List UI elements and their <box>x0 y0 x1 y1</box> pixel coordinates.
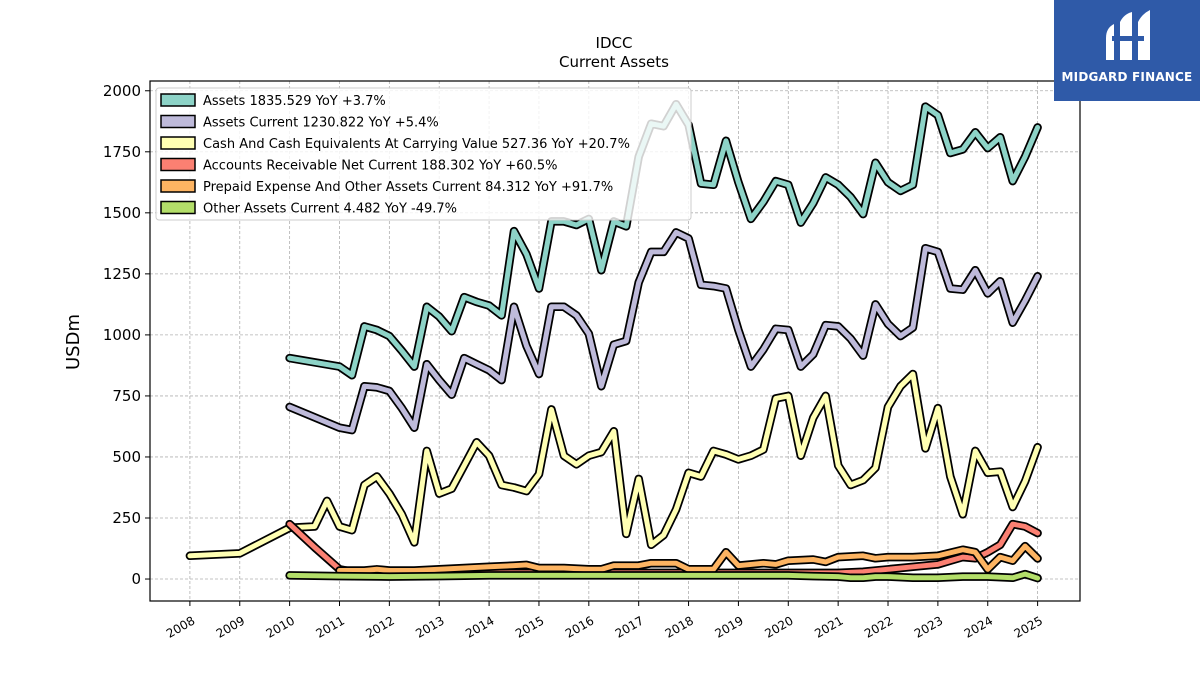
legend-label-1: Assets Current 1230.822 YoY +5.4% <box>203 116 439 131</box>
legend-swatch-4 <box>160 179 196 193</box>
legend-swatch-1 <box>160 114 196 129</box>
series-line-2 <box>187 371 1041 559</box>
x-tick-label: 2025 <box>1012 613 1045 640</box>
y-tick-label: 0 <box>131 570 141 588</box>
x-tick-label: 2016 <box>563 613 596 640</box>
y-tick-label: 1250 <box>103 265 141 283</box>
x-tick-label: 2008 <box>164 613 197 640</box>
x-tick-label: 2010 <box>264 613 297 640</box>
chart-title: IDCC <box>596 34 633 52</box>
y-tick-label: 250 <box>112 509 141 527</box>
series-line-4 <box>337 543 1041 573</box>
series-line-1 <box>287 229 1041 433</box>
series-line-5 <box>287 571 1041 581</box>
y-tick-label: 1750 <box>103 143 141 161</box>
y-tick-label: 500 <box>112 448 141 466</box>
legend-swatch-0 <box>160 93 196 107</box>
legend-swatch-5 <box>160 200 196 215</box>
legend-label-2: Cash And Cash Equivalents At Carrying Va… <box>203 137 630 152</box>
x-tick-label: 2012 <box>363 613 396 640</box>
y-tick-label: 2000 <box>103 82 141 100</box>
legend-label-3: Accounts Receivable Net Current 188.302 … <box>203 159 558 174</box>
chart-subtitle: Current Assets <box>559 53 669 71</box>
legend-box <box>155 87 692 221</box>
legend-label-0: Assets 1835.529 YoY +3.7% <box>203 94 386 109</box>
brand-mark-icon <box>1106 10 1150 60</box>
x-tick-label: 2022 <box>862 613 895 640</box>
y-tick-label: 1500 <box>103 204 141 222</box>
x-tick-label: 2018 <box>663 613 696 640</box>
x-tick-label: 2023 <box>912 613 945 640</box>
x-tick-label: 2020 <box>762 613 795 640</box>
legend-label-5: Other Assets Current 4.482 YoY -49.7% <box>203 202 457 217</box>
y-tick-label: 750 <box>112 387 141 405</box>
x-tick-label: 2013 <box>413 613 446 640</box>
x-tick-label: 2009 <box>214 613 247 640</box>
plot-frame <box>149 80 1081 602</box>
x-tick-label: 2024 <box>962 613 995 640</box>
y-tick-label: 1000 <box>103 326 141 344</box>
axes: 0 250 500 750 1000 1250 1500 1750 2000 2008 2009 20… <box>103 80 1081 641</box>
x-tick-label: 2015 <box>513 613 546 640</box>
x-tick-label: 2021 <box>812 613 845 640</box>
x-tick-label: 2011 <box>314 613 347 640</box>
x-tick-label: 2019 <box>712 613 745 640</box>
legend-swatch-2 <box>160 136 196 150</box>
x-tick-label: 2017 <box>613 613 646 640</box>
brand-name: MIDGARD FINANCE <box>1061 70 1193 84</box>
legend-label-4: Prepaid Expense And Other Assets Current… <box>203 180 613 195</box>
series-outline-2 <box>185 369 1042 561</box>
legend: Assets 1835.529 YoY +3.7% Assets Current … <box>155 87 692 221</box>
x-tick-label: 2014 <box>463 613 496 640</box>
legend-swatch-3 <box>160 157 196 172</box>
y-axis-label: USDm <box>63 314 84 370</box>
brand-logo: MIDGARD FINANCE <box>1054 0 1200 101</box>
